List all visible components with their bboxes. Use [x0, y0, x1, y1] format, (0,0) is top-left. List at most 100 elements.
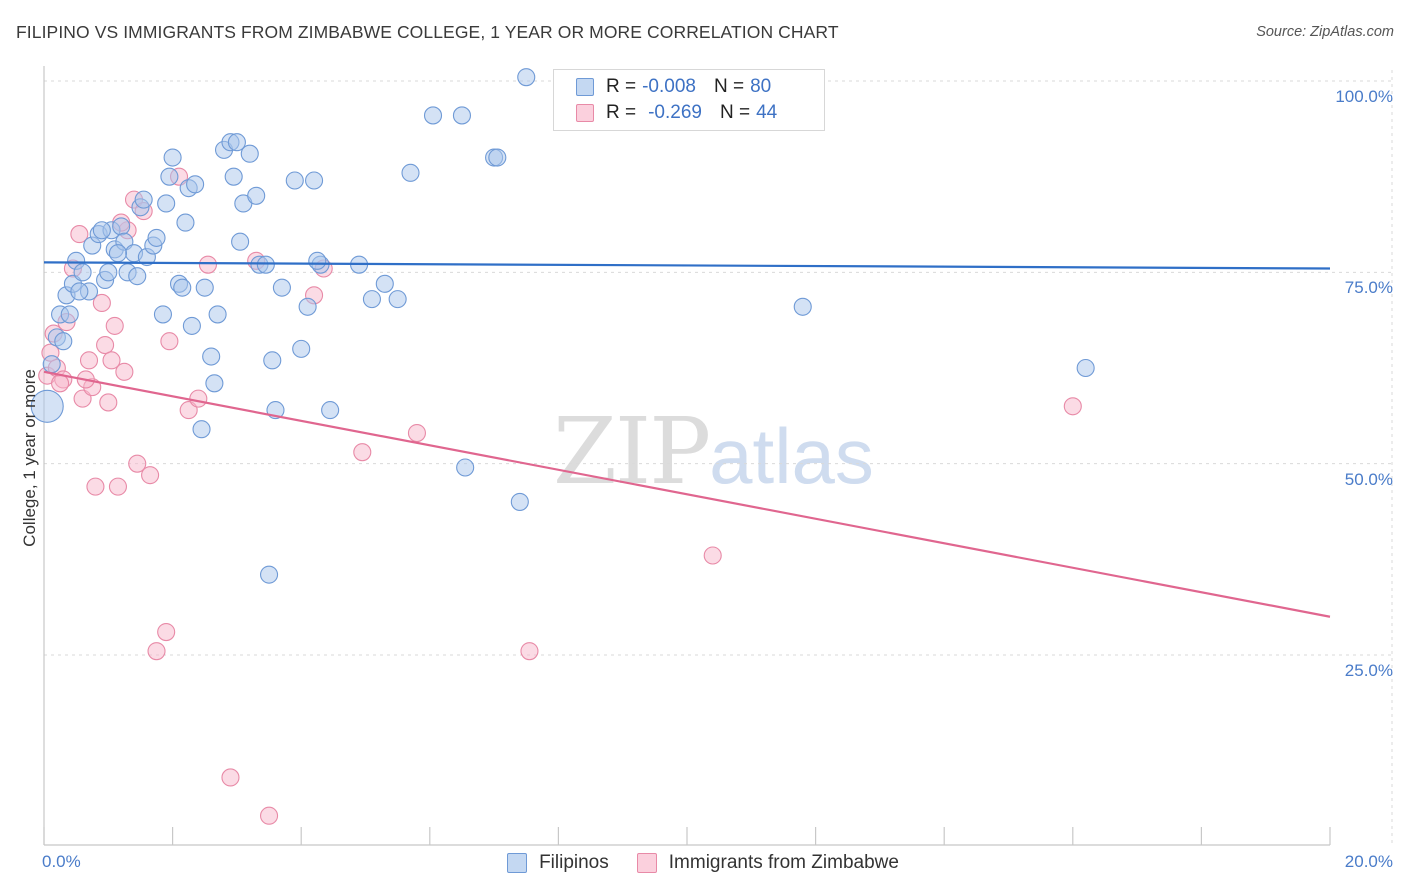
- filipino-point: [298, 297, 317, 316]
- filipino-point: [205, 374, 224, 393]
- filipino-point: [263, 351, 282, 370]
- filipino-point: [163, 148, 182, 167]
- filipino-point: [99, 263, 118, 282]
- source-note: Source: ZipAtlas.com: [1256, 24, 1394, 40]
- filipino-point: [128, 267, 147, 286]
- filipino-point: [60, 305, 79, 324]
- watermark: ZIPatlas: [553, 398, 874, 505]
- watermark-zip: ZIP: [553, 398, 711, 505]
- zimbabwe-point: [128, 454, 147, 473]
- watermark-atlas: atlas: [709, 412, 874, 500]
- filipino-point: [375, 274, 394, 293]
- zimbabwe-point: [703, 546, 722, 565]
- legend-n-value: 44: [756, 102, 778, 123]
- filipino-point: [285, 171, 304, 190]
- filipino-point: [176, 213, 195, 232]
- zimbabwe-point: [70, 225, 89, 244]
- filipinos-trend-line: [43, 261, 1331, 270]
- filipino-point: [70, 282, 89, 301]
- legend-r-value: -0.008: [642, 76, 696, 97]
- zimbabwe-point: [86, 477, 105, 496]
- filipino-point: [92, 221, 111, 240]
- filipino-point: [256, 255, 275, 274]
- filipino-point: [112, 217, 131, 236]
- zimbabwe-point: [353, 443, 372, 462]
- legend-n-value: 80: [750, 76, 772, 97]
- filipino-point: [173, 278, 192, 297]
- legend-item-zimbabwe: Immigrants from Zimbabwe: [636, 852, 899, 874]
- filipino-point: [259, 565, 279, 584]
- legend-item-filipinos: Filipinos: [507, 852, 609, 874]
- y-tick-label: 100.0%: [1335, 87, 1393, 106]
- legend-swatch-blue: [507, 853, 528, 873]
- legend-swatch-pink: [636, 853, 657, 873]
- y-tick-label: 50.0%: [1344, 469, 1393, 489]
- x-tick-label-min: 0.0%: [42, 852, 81, 871]
- filipino-point: [227, 133, 246, 152]
- series-legend: Filipinos Immigrants from Zimbabwe: [0, 852, 1406, 874]
- x-tick-label-max: 20.0%: [1344, 852, 1393, 871]
- filipino-point: [54, 332, 73, 351]
- legend-n-label: N =: [713, 76, 745, 97]
- stats-legend: R = -0.008 N = 80 R = -0.269 N = 44: [553, 69, 825, 131]
- zimbabwe-point: [147, 642, 166, 661]
- filipino-point: [153, 305, 173, 324]
- legend-row-zimbabwe: R = -0.269 N = 44: [576, 102, 777, 124]
- filipino-point: [134, 190, 153, 209]
- legend-swatch-blue: [576, 78, 594, 96]
- legend-r-label: R =: [606, 102, 637, 123]
- filipino-point: [224, 167, 243, 186]
- chart-title: FILIPINO VS IMMIGRANTS FROM ZIMBABWE COL…: [16, 22, 839, 42]
- filipino-point: [510, 492, 529, 511]
- zimbabwe-point: [105, 316, 124, 335]
- zimbabwe-point: [115, 362, 134, 381]
- filipino-point: [388, 290, 407, 309]
- zimbabwe-point: [221, 768, 240, 787]
- filipino-point: [157, 194, 176, 213]
- filipino-point: [73, 263, 92, 282]
- filipino-point: [192, 420, 211, 439]
- filipino-point: [231, 232, 250, 251]
- zimbabwe-point: [1063, 397, 1082, 416]
- filipino-point: [108, 244, 127, 263]
- filipino-point: [147, 228, 166, 247]
- filipino-point: [292, 339, 311, 358]
- legend-row-filipinos: R = -0.008 N = 80: [576, 76, 771, 98]
- filipino-point: [401, 163, 420, 182]
- y-tick-label: 75.0%: [1344, 278, 1393, 298]
- filipino-point: [160, 167, 179, 186]
- filipino-point: [208, 305, 227, 324]
- filipino-point: [30, 389, 64, 423]
- zimbabwe-point: [92, 293, 111, 312]
- zimbabwe-point: [407, 424, 426, 443]
- filipino-point: [321, 401, 340, 420]
- zimbabwe-point: [141, 466, 160, 485]
- legend-r-value: -0.269: [648, 102, 702, 123]
- zimbabwe-point: [79, 351, 99, 370]
- legend-swatch-pink: [576, 104, 594, 122]
- legend-label-zimbabwe: Immigrants from Zimbabwe: [668, 852, 899, 873]
- zimbabwe-point: [189, 389, 208, 408]
- zimbabwe-point: [108, 477, 127, 496]
- filipino-point: [793, 297, 812, 316]
- filipino-point: [240, 144, 259, 163]
- zimbabwe-point: [520, 642, 539, 661]
- filipino-point: [305, 171, 324, 190]
- zimbabwe-point: [102, 351, 121, 370]
- zimbabwe-point: [259, 806, 279, 825]
- zimbabwe-point: [157, 622, 176, 642]
- y-axis-label: College, 1 year or more: [20, 369, 39, 547]
- filipino-point: [272, 278, 291, 297]
- zimbabwe-point: [160, 332, 179, 351]
- filipino-point: [488, 148, 507, 167]
- filipino-point: [362, 290, 381, 309]
- filipino-point: [1076, 358, 1095, 378]
- legend-label-filipinos: Filipinos: [539, 852, 609, 873]
- filipino-point: [452, 106, 472, 125]
- legend-r-label: R =: [606, 76, 637, 97]
- legend-n-label: N =: [719, 102, 751, 123]
- zimbabwe-point: [198, 255, 218, 274]
- filipino-point: [247, 186, 266, 205]
- filipino-point: [42, 355, 61, 374]
